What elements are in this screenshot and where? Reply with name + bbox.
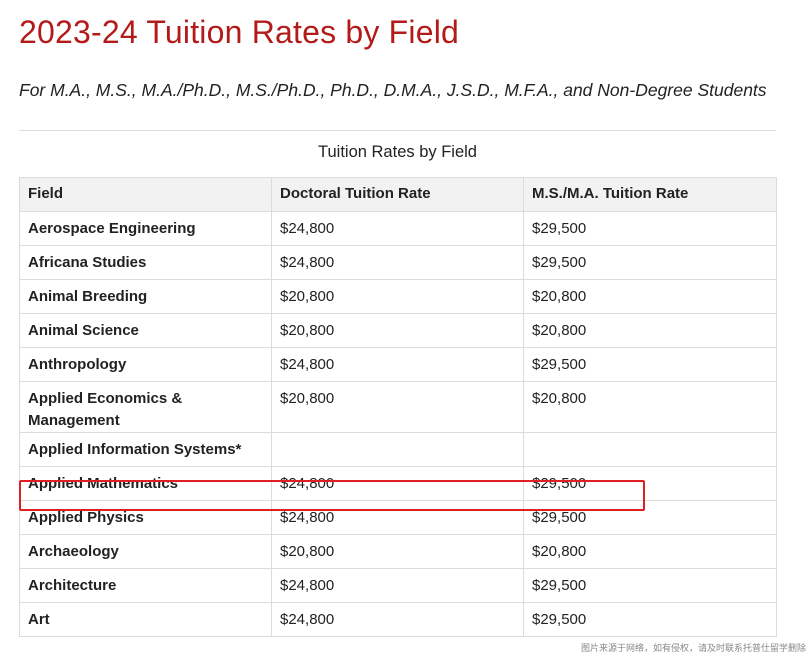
table-row: Archaeology $20,800 $20,800	[19, 534, 777, 569]
doctoral-rate-cell: $20,800	[271, 381, 524, 433]
table-row: Africana Studies $24,800 $29,500	[19, 245, 777, 280]
masters-rate-cell: $29,500	[523, 602, 777, 637]
field-cell: Archaeology	[19, 534, 272, 569]
field-cell: Applied Economics & Management	[19, 381, 272, 433]
masters-rate-cell: $29,500	[523, 245, 777, 280]
doctoral-rate-cell	[271, 432, 524, 467]
doctoral-rate-cell: $24,800	[271, 602, 524, 637]
field-cell: Art	[19, 602, 272, 637]
field-cell: Animal Breeding	[19, 279, 272, 314]
field-cell: Anthropology	[19, 347, 272, 382]
table-row: Animal Breeding $20,800 $20,800	[19, 279, 777, 314]
masters-rate-cell: $20,800	[523, 279, 777, 314]
watermark: 图片来源于网络，如有侵权，请及时联系托普仕留学删除	[580, 644, 806, 654]
masters-rate-cell: $20,800	[523, 534, 777, 569]
table-row: Anthropology $24,800 $29,500	[19, 347, 777, 382]
page-title: 2023-24 Tuition Rates by Field	[19, 14, 460, 50]
doctoral-rate-cell: $20,800	[271, 534, 524, 569]
field-cell: Africana Studies	[19, 245, 272, 280]
doctoral-rate-cell: $24,800	[271, 466, 524, 501]
doctoral-rate-cell: $24,800	[271, 211, 524, 246]
divider	[19, 130, 776, 131]
masters-rate-cell: $20,800	[523, 313, 777, 348]
doctoral-rate-cell: $24,800	[271, 568, 524, 603]
doctoral-rate-cell: $24,800	[271, 500, 524, 535]
masters-rate-cell: $29,500	[523, 211, 777, 246]
doctoral-rate-cell: $24,800	[271, 245, 524, 280]
table-row: Applied Physics $24,800 $29,500	[19, 500, 777, 535]
tuition-table: Field Doctoral Tuition Rate M.S./M.A. Tu…	[19, 177, 777, 637]
masters-rate-cell: $20,800	[523, 381, 777, 433]
table-row: Art $24,800 $29,500	[19, 602, 777, 637]
table-row: Architecture $24,800 $29,500	[19, 568, 777, 603]
field-cell: Applied Mathematics	[19, 466, 272, 501]
table-caption: Tuition Rates by Field	[318, 143, 477, 161]
masters-rate-cell: $29,500	[523, 568, 777, 603]
table-row: Aerospace Engineering $24,800 $29,500	[19, 211, 777, 246]
field-cell: Animal Science	[19, 313, 272, 348]
table-header-row: Field Doctoral Tuition Rate M.S./M.A. Tu…	[19, 177, 777, 212]
table-row: Applied Mathematics $24,800 $29,500	[19, 466, 777, 501]
field-cell: Aerospace Engineering	[19, 211, 272, 246]
table-row: Animal Science $20,800 $20,800	[19, 313, 777, 348]
field-cell: Architecture	[19, 568, 272, 603]
field-cell: Applied Information Systems*	[19, 432, 272, 467]
masters-rate-cell: $29,500	[523, 347, 777, 382]
field-cell: Applied Physics	[19, 500, 272, 535]
column-header-masters: M.S./M.A. Tuition Rate	[523, 177, 777, 212]
masters-rate-cell: $29,500	[523, 500, 777, 535]
masters-rate-cell	[523, 432, 777, 467]
page-subtitle: For M.A., M.S., M.A./Ph.D., M.S./Ph.D., …	[19, 80, 767, 100]
table-row: Applied Information Systems*	[19, 432, 777, 467]
masters-rate-cell: $29,500	[523, 466, 777, 501]
column-header-field: Field	[19, 177, 272, 212]
table-row: Applied Economics & Management $20,800 $20…	[19, 381, 777, 433]
doctoral-rate-cell: $20,800	[271, 313, 524, 348]
doctoral-rate-cell: $24,800	[271, 347, 524, 382]
column-header-doctoral: Doctoral Tuition Rate	[271, 177, 524, 212]
doctoral-rate-cell: $20,800	[271, 279, 524, 314]
